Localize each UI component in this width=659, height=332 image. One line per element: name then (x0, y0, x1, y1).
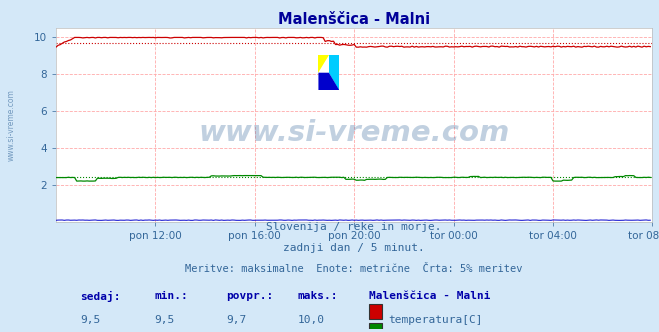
Text: 9,7: 9,7 (226, 315, 246, 325)
Text: 9,5: 9,5 (154, 315, 175, 325)
Text: zadnji dan / 5 minut.: zadnji dan / 5 minut. (283, 243, 425, 253)
Text: 10,0: 10,0 (298, 315, 324, 325)
Title: Malenščica - Malni: Malenščica - Malni (278, 12, 430, 27)
Text: Meritve: maksimalne  Enote: metrične  Črta: 5% meritev: Meritve: maksimalne Enote: metrične Črta… (185, 265, 523, 275)
Text: www.si-vreme.com: www.si-vreme.com (198, 119, 510, 147)
Text: www.si-vreme.com: www.si-vreme.com (7, 89, 16, 161)
Text: min.:: min.: (154, 291, 188, 301)
Text: temperatura[C]: temperatura[C] (388, 315, 482, 325)
Text: maks.:: maks.: (298, 291, 338, 301)
Text: Malenščica - Malni: Malenščica - Malni (369, 291, 490, 301)
Bar (369, 323, 382, 332)
Text: 9,5: 9,5 (80, 315, 100, 325)
Text: sedaj:: sedaj: (80, 291, 121, 302)
Text: povpr.:: povpr.: (226, 291, 273, 301)
Text: Slovenija / reke in morje.: Slovenija / reke in morje. (266, 222, 442, 232)
Bar (369, 304, 382, 319)
